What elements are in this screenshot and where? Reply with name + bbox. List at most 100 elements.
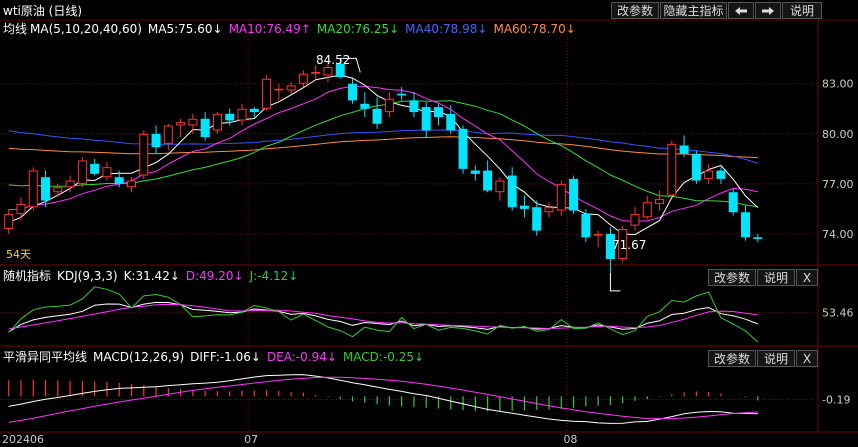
candle-body xyxy=(495,180,505,193)
kdj-j-value: J:-4.12↓ xyxy=(249,269,299,283)
candle-body xyxy=(176,122,186,126)
candle xyxy=(237,103,247,126)
candle xyxy=(348,78,358,104)
candle-body xyxy=(753,237,763,239)
macd-diff-line xyxy=(8,374,758,424)
candle xyxy=(176,118,186,138)
high-annotation-leader xyxy=(340,57,361,73)
candle-body xyxy=(679,145,689,154)
candle-body xyxy=(28,170,38,208)
chart-title: wti原油 (日线) xyxy=(3,4,83,18)
candle-body xyxy=(262,78,272,109)
candle-body xyxy=(728,192,738,213)
x-tick-label: 08 xyxy=(563,433,577,446)
candle xyxy=(421,102,431,138)
candle-body xyxy=(421,107,431,131)
kdj-legend-spec: KDJ(9,3,3) xyxy=(57,269,118,283)
macd-legend-spec: MACD(12,26,9) xyxy=(93,350,185,364)
candle-body xyxy=(569,178,579,211)
candle-body xyxy=(212,113,222,131)
candle-body xyxy=(225,113,235,121)
candle xyxy=(114,170,124,188)
candle-body xyxy=(544,207,554,213)
candle xyxy=(605,227,615,273)
candle-body xyxy=(741,212,750,238)
ma20-value: MA20:76.25↓ xyxy=(316,22,400,36)
candle-body xyxy=(507,175,517,208)
kdj-close-button[interactable]: X xyxy=(796,269,818,286)
candle xyxy=(28,167,38,211)
kdj-params-button[interactable]: 改参数 xyxy=(708,269,756,286)
candle xyxy=(434,103,443,126)
kdj-legend: 随机指标 KDJ(9,3,3) K:31.42↓ D:49.20↓ J:-4.12↓ xyxy=(3,266,858,286)
candle-body xyxy=(90,163,100,174)
candle xyxy=(704,163,714,184)
candle xyxy=(446,105,456,134)
macd-close-button[interactable]: X xyxy=(796,350,818,367)
macd-help-button[interactable]: 说明 xyxy=(757,350,795,367)
candle-body xyxy=(237,108,247,121)
y-tick-label: 80.00 xyxy=(822,128,854,141)
kdj-help-button[interactable]: 说明 xyxy=(757,269,795,286)
scroll-left-button[interactable] xyxy=(728,2,754,19)
candle-body xyxy=(655,198,665,204)
window-header: wti原油 (日线) xyxy=(3,1,858,21)
candle xyxy=(372,97,382,129)
y-tick-label: 53.46 xyxy=(822,307,854,320)
candle xyxy=(741,205,750,241)
ma10-value: MA10:76.49↑ xyxy=(228,22,311,36)
y-tick-label: 77.00 xyxy=(822,178,854,191)
hide-main-indicator-button[interactable]: 隐藏主指标 xyxy=(660,2,727,19)
candle-body xyxy=(704,170,714,179)
candle xyxy=(360,92,370,118)
candle xyxy=(397,87,407,101)
macd-diff-value: DIFF:-1.06↓ xyxy=(190,350,261,364)
candle-body xyxy=(4,213,14,229)
arrow-right-icon xyxy=(762,7,774,15)
arrow-left-icon xyxy=(735,7,747,15)
candle xyxy=(274,83,284,101)
change-params-button[interactable]: 改参数 xyxy=(611,2,659,19)
candle xyxy=(753,233,763,243)
scroll-right-button[interactable] xyxy=(755,2,781,19)
macd-legend-name: 平滑异同平均线 xyxy=(3,350,88,364)
candle xyxy=(200,112,210,141)
kdj-legend-name: 随机指标 xyxy=(3,269,52,283)
candle-body xyxy=(163,125,173,144)
candle-body xyxy=(335,63,345,78)
candle-body xyxy=(458,128,468,169)
ma40-line xyxy=(8,129,758,164)
candle-body xyxy=(127,180,136,188)
candle xyxy=(593,230,603,248)
candle xyxy=(163,123,173,151)
y-tick-label: -0.19 xyxy=(822,393,850,406)
candle xyxy=(470,165,480,181)
candle-body xyxy=(470,170,480,174)
candle xyxy=(127,177,136,193)
help-button[interactable]: 说明 xyxy=(782,2,822,19)
candle xyxy=(716,167,726,184)
kdj-j-line xyxy=(8,286,759,343)
candle-body xyxy=(691,153,701,181)
candle-body xyxy=(41,177,51,201)
candle-body xyxy=(434,107,443,118)
candle xyxy=(41,170,51,208)
candle xyxy=(409,92,419,118)
candle xyxy=(212,112,222,134)
candle-body xyxy=(200,118,210,138)
candle-body xyxy=(360,103,370,109)
ma60-value: MA60:78.70↓ xyxy=(493,22,576,36)
macd-params-button[interactable]: 改参数 xyxy=(708,350,756,367)
y-tick-label: 74.00 xyxy=(822,228,854,241)
candle xyxy=(249,107,259,118)
candle-body xyxy=(483,170,493,191)
low-price-annotation: 71.67 xyxy=(612,238,647,252)
candle-body xyxy=(53,187,63,193)
candle xyxy=(507,167,517,211)
y-tick-label: 83.00 xyxy=(822,78,854,91)
macd-hist-value: MACD:-0.25↓ xyxy=(342,350,425,364)
ma-legend-name: 均线 xyxy=(3,22,28,36)
macd-legend: 平滑异同平均线 MACD(12,26,9) DIFF:-1.06↓ DEA:-0.94… xyxy=(3,347,858,367)
candle-body xyxy=(446,113,456,131)
